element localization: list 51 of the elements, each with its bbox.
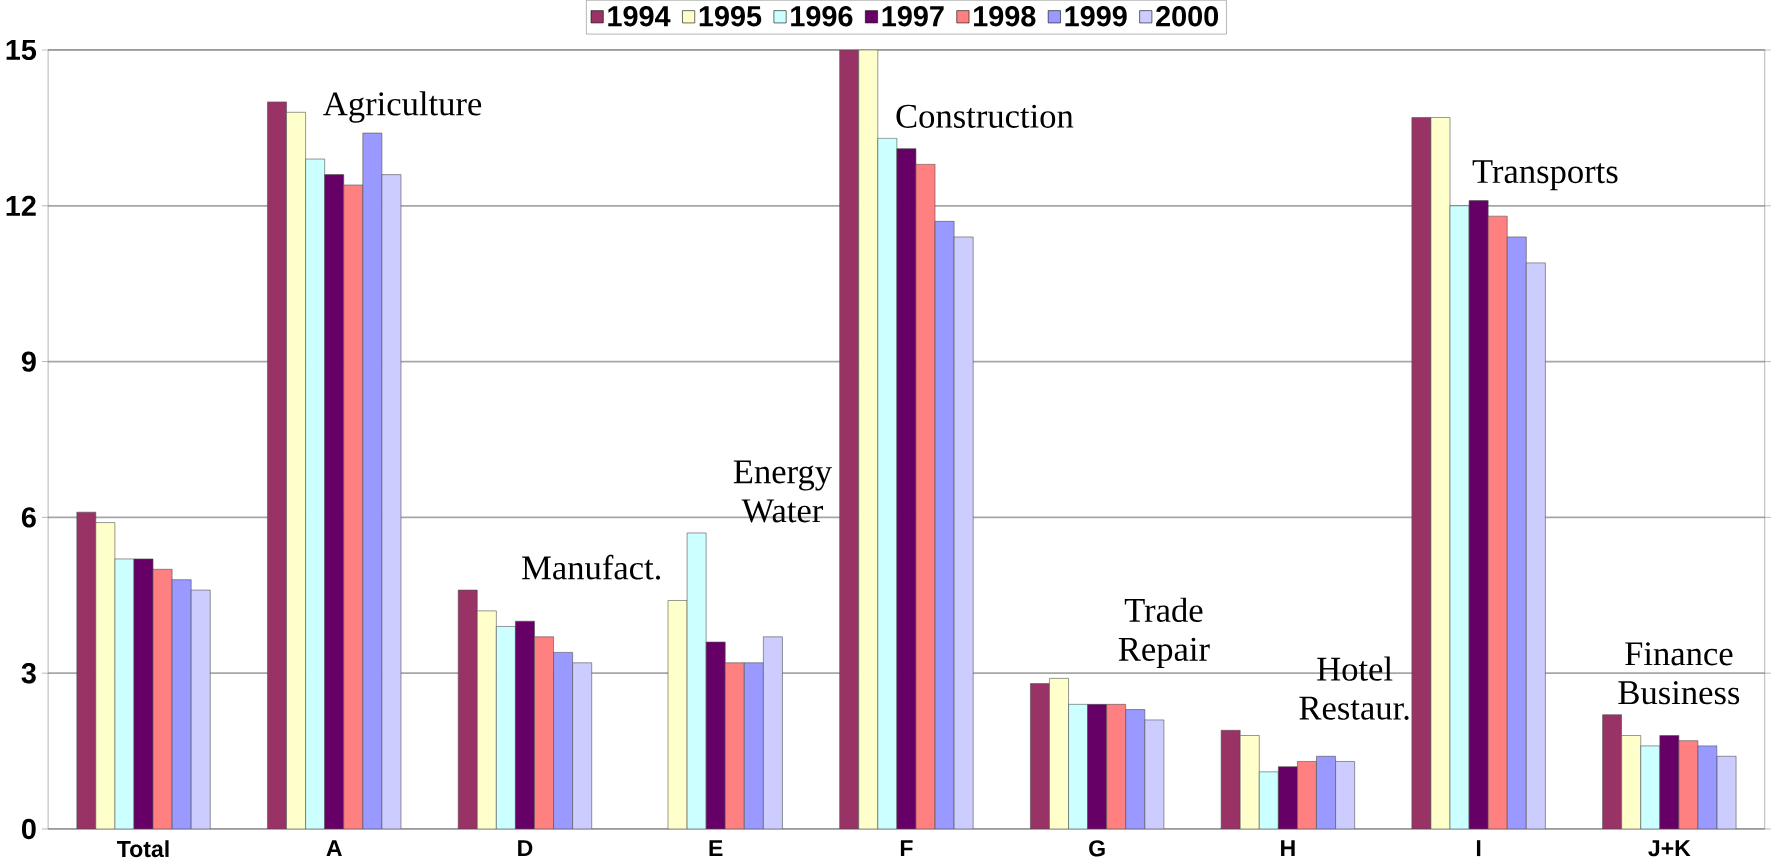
legend-label: 1996: [791, 6, 853, 27]
annotation: Hotel Restaur.: [1299, 656, 1409, 720]
legend-label: 1997: [882, 6, 944, 27]
bar: [1220, 730, 1241, 829]
y-tick-label: 15: [6, 39, 37, 61]
bar: [839, 49, 860, 829]
legend-label: 1995: [699, 6, 762, 27]
bar: [286, 112, 306, 829]
bar: [572, 662, 592, 829]
y-tick-label: 3: [21, 662, 36, 684]
legend-label: 1994: [608, 6, 671, 27]
legend-label: 1999: [1065, 6, 1127, 27]
bar: [457, 589, 478, 829]
x-tick-label: E: [709, 840, 723, 857]
x-tick-label: Total: [117, 840, 169, 858]
x-tick-label: G: [1089, 840, 1105, 857]
y-tick-label: 9: [21, 351, 36, 372]
bar: [95, 522, 116, 829]
legend-label: 2000: [1156, 6, 1219, 27]
bar: [763, 636, 783, 829]
x-tick-label: H: [1281, 840, 1295, 857]
annotation: Transports: [1472, 160, 1618, 191]
bar: [858, 49, 879, 829]
y-tick-label: 6: [21, 507, 36, 528]
legend-label: 1998: [974, 6, 1036, 27]
y-tick-label: 0: [21, 818, 36, 840]
bar: [190, 589, 211, 829]
bar: [953, 236, 974, 829]
x-tick-label: J+K: [1648, 840, 1691, 857]
y-tick-label: 12: [6, 195, 36, 216]
bar: [1602, 714, 1622, 829]
bar: [76, 511, 97, 829]
bar: [1049, 678, 1069, 829]
x-tick-label: F: [900, 840, 913, 857]
bar: [1239, 735, 1260, 829]
bar: [476, 610, 497, 829]
bar: [1144, 719, 1165, 829]
x-tick-label: I: [1476, 840, 1481, 857]
annotation: Manufact.: [522, 554, 661, 580]
x-tick-label: A: [326, 840, 342, 857]
annotation: Energy Water: [733, 460, 832, 523]
bar: [1621, 735, 1642, 829]
annotation: Construction: [896, 104, 1074, 128]
bar: [267, 101, 287, 829]
annotation: Trade Repair: [1118, 597, 1210, 669]
x-tick-label: D: [518, 840, 533, 857]
bar: [1030, 683, 1050, 829]
annotation: Agriculture: [323, 91, 482, 123]
bar: [1335, 761, 1355, 829]
annotation: Finance Business: [1618, 642, 1740, 705]
bar: [1526, 262, 1546, 829]
